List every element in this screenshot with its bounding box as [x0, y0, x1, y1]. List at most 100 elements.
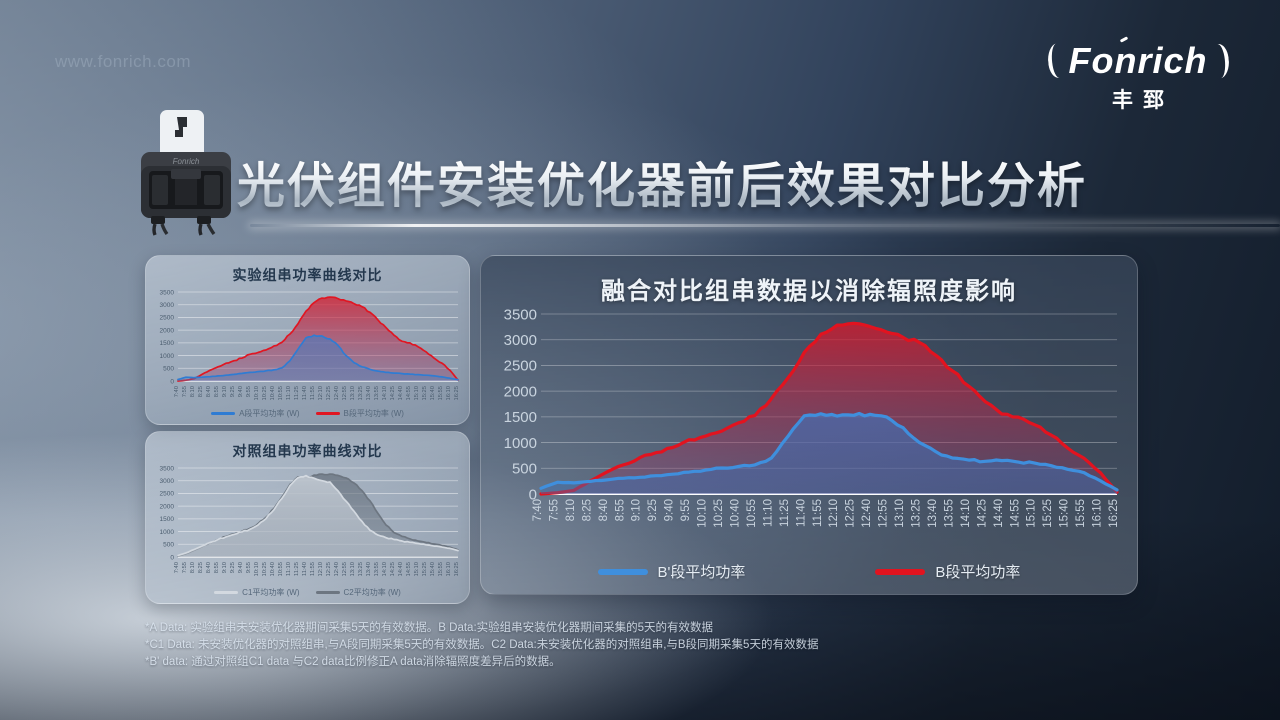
legend-item-c1: C1平均功率 (W)	[214, 587, 300, 598]
legend-swatch-a	[211, 412, 236, 415]
svg-text:16:10: 16:10	[446, 562, 452, 577]
svg-text:16:25: 16:25	[454, 562, 460, 577]
svg-text:15:25: 15:25	[422, 562, 428, 577]
svg-text:11:10: 11:10	[286, 386, 292, 400]
svg-text:12:10: 12:10	[828, 499, 840, 528]
svg-text:15:40: 15:40	[430, 386, 436, 401]
svg-text:15:10: 15:10	[414, 386, 420, 401]
svg-text:12:55: 12:55	[342, 562, 348, 577]
svg-text:10:10: 10:10	[254, 562, 260, 577]
svg-text:11:25: 11:25	[779, 499, 791, 527]
svg-text:11:25: 11:25	[294, 562, 300, 576]
legend-item-bseg: B段平均功率	[875, 561, 1020, 582]
svg-text:13:25: 13:25	[358, 386, 364, 401]
logo-accent	[1119, 36, 1129, 43]
svg-text:500: 500	[512, 461, 537, 478]
control-chart-legend: C1平均功率 (W) C2平均功率 (W)	[146, 587, 469, 598]
svg-text:12:55: 12:55	[878, 499, 890, 528]
svg-text:9:40: 9:40	[238, 386, 244, 397]
optimizer-device-svg: Fonrich	[141, 110, 231, 236]
svg-text:8:40: 8:40	[206, 562, 212, 573]
svg-text:7:40: 7:40	[532, 499, 544, 521]
svg-text:9:25: 9:25	[230, 562, 236, 573]
svg-text:10:40: 10:40	[729, 499, 741, 528]
svg-text:14:55: 14:55	[406, 386, 412, 401]
svg-text:8:40: 8:40	[206, 386, 212, 397]
svg-text:1500: 1500	[504, 409, 537, 426]
svg-text:16:10: 16:10	[446, 386, 452, 401]
experiment-chart-title: 实验组串功率曲线对比	[232, 267, 383, 283]
svg-text:2500: 2500	[160, 315, 175, 322]
svg-text:11:40: 11:40	[302, 386, 308, 400]
svg-text:1000: 1000	[160, 529, 175, 536]
svg-text:12:25: 12:25	[326, 562, 332, 577]
svg-text:16:25: 16:25	[1108, 499, 1120, 528]
svg-text:13:55: 13:55	[374, 386, 380, 401]
svg-text:14:10: 14:10	[382, 562, 388, 577]
svg-text:13:55: 13:55	[374, 562, 380, 577]
svg-text:10:40: 10:40	[270, 386, 276, 401]
svg-text:14:40: 14:40	[398, 386, 404, 401]
svg-text:14:40: 14:40	[398, 562, 404, 577]
svg-text:11:10: 11:10	[762, 499, 774, 527]
experiment-chart-svg: 0 500 1000 1500 2000 2500 3000 3500 7:40 7:55 8:10…	[160, 289, 460, 401]
svg-text:10:10: 10:10	[254, 386, 260, 401]
svg-text:15:10: 15:10	[1026, 499, 1038, 528]
svg-text:1500: 1500	[160, 340, 175, 347]
svg-text:13:10: 13:10	[350, 386, 356, 401]
legend-swatch-bseg	[875, 568, 926, 575]
svg-text:11:40: 11:40	[795, 499, 807, 527]
logo-right-swoosh-icon	[1209, 41, 1230, 81]
svg-text:9:10: 9:10	[222, 562, 228, 573]
logo-wordmark: Fonrich	[1069, 36, 1208, 82]
svg-text:1500: 1500	[160, 516, 175, 523]
svg-text:0: 0	[529, 486, 537, 503]
svg-text:10:55: 10:55	[278, 562, 284, 577]
svg-text:Fonrich: Fonrich	[173, 157, 200, 166]
legend-item-c2: C2平均功率 (W)	[315, 587, 401, 598]
svg-text:2500: 2500	[504, 358, 537, 375]
legend-label-b: B段平均功率 (W)	[343, 409, 404, 418]
svg-text:15:55: 15:55	[1075, 499, 1087, 528]
svg-text:9:55: 9:55	[680, 499, 692, 521]
svg-text:7:55: 7:55	[182, 386, 188, 397]
svg-text:15:55: 15:55	[438, 386, 444, 401]
merged-chart-title: 融合对比组串数据以消除辐照度影响	[601, 278, 1017, 305]
legend-label-bseg: B段平均功率	[935, 564, 1021, 581]
svg-text:1000: 1000	[504, 435, 537, 452]
svg-text:7:40: 7:40	[174, 562, 180, 573]
svg-text:13:25: 13:25	[911, 499, 923, 528]
svg-text:500: 500	[163, 542, 174, 549]
svg-text:0: 0	[170, 554, 174, 561]
svg-text:15:10: 15:10	[414, 562, 420, 577]
svg-text:13:40: 13:40	[366, 562, 372, 577]
svg-text:12:40: 12:40	[861, 499, 873, 528]
svg-text:9:10: 9:10	[222, 386, 228, 397]
svg-text:15:40: 15:40	[430, 562, 436, 577]
svg-text:13:40: 13:40	[366, 386, 372, 401]
svg-text:9:40: 9:40	[664, 499, 676, 521]
svg-text:12:10: 12:10	[318, 562, 324, 577]
legend-swatch-c1	[214, 591, 239, 594]
svg-text:2000: 2000	[160, 327, 175, 334]
svg-text:10:55: 10:55	[746, 499, 758, 528]
svg-text:11:55: 11:55	[812, 499, 824, 527]
legend-item-a: A段平均功率 (W)	[211, 408, 300, 419]
svg-text:8:10: 8:10	[565, 499, 577, 521]
logo-chinese-name: 丰郅	[1112, 89, 1174, 112]
svg-text:500: 500	[163, 366, 174, 373]
svg-text:10:55: 10:55	[278, 386, 284, 401]
svg-text:12:10: 12:10	[318, 386, 324, 401]
svg-text:14:25: 14:25	[976, 499, 988, 528]
merged-chart-panel: 融合对比组串数据以消除辐照度影响 0 500 1000 1500 2000 2500 300…	[480, 255, 1138, 595]
svg-text:12:40: 12:40	[334, 386, 340, 401]
watermark-url: www.fonrich.com	[55, 52, 191, 71]
svg-text:8:55: 8:55	[214, 562, 220, 573]
legend-swatch-c2	[315, 591, 340, 594]
svg-text:8:25: 8:25	[198, 386, 204, 397]
svg-text:15:25: 15:25	[1042, 499, 1054, 528]
svg-text:14:10: 14:10	[960, 499, 972, 528]
svg-text:3000: 3000	[160, 302, 175, 309]
svg-text:14:55: 14:55	[1009, 499, 1021, 528]
